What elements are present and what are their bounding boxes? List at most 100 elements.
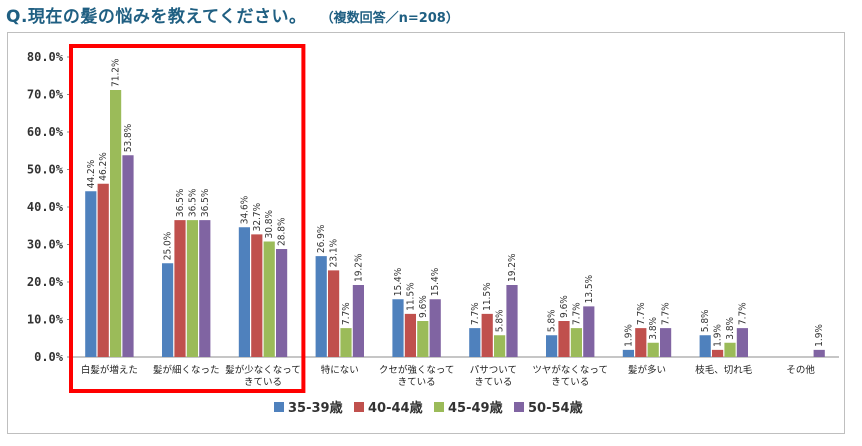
data-label: 36.5% bbox=[187, 188, 198, 217]
data-label: 5.8% bbox=[700, 309, 711, 332]
data-label: 7.7% bbox=[470, 302, 481, 325]
highlight-box bbox=[69, 44, 306, 393]
chart-title-row: Q.現在の髪の悩みを教えてください。 （複数回答／n=208） bbox=[6, 2, 459, 32]
category-label: きている bbox=[398, 377, 436, 388]
chart-subtitle: （複数回答／n=208） bbox=[320, 11, 459, 26]
data-label: 3.8% bbox=[725, 316, 736, 339]
data-label: 9.6% bbox=[418, 295, 429, 318]
data-label: 34.6% bbox=[239, 195, 250, 224]
bar-45-49歳-7 bbox=[647, 342, 659, 357]
data-label: 1.9% bbox=[623, 324, 634, 347]
y-tick-label: 20.0% bbox=[27, 275, 64, 289]
bar-50-54歳-7 bbox=[660, 328, 672, 357]
data-label: 11.5% bbox=[405, 282, 416, 311]
bar-50-54歳-2 bbox=[276, 249, 288, 357]
bar-40-44歳-4 bbox=[404, 313, 416, 357]
data-label: 53.8% bbox=[123, 123, 134, 152]
data-label: 7.7% bbox=[571, 302, 582, 325]
y-tick-label: 60.0% bbox=[27, 125, 64, 139]
data-label: 36.5% bbox=[200, 188, 211, 217]
data-label: 19.2% bbox=[353, 253, 364, 282]
bar-40-44歳-6 bbox=[558, 321, 570, 357]
bar-35-39歳-8 bbox=[699, 335, 711, 357]
data-label: 11.5% bbox=[482, 282, 493, 311]
bar-45-49歳-5 bbox=[494, 335, 506, 357]
bar-chart: 0.0% 10.0% 20.0% 30.0% 40.0% 50.0% 60.0% 70.0% 8… bbox=[27, 44, 839, 416]
chart-area: 0.0% 10.0% 20.0% 30.0% 40.0% 50.0% 60.0% 70.0% 8… bbox=[7, 32, 845, 434]
data-label: 19.2% bbox=[507, 253, 518, 282]
data-label: 15.4% bbox=[393, 267, 404, 296]
bar-50-54歳-8 bbox=[736, 328, 748, 357]
bar-50-54歳-3 bbox=[352, 285, 364, 357]
legend-swatch bbox=[274, 402, 284, 412]
category-label: クセが強くなって bbox=[379, 364, 455, 376]
bar-35-39歳-3 bbox=[315, 256, 327, 357]
bar-50-54歳-6 bbox=[583, 306, 595, 357]
data-label: 5.8% bbox=[495, 309, 506, 332]
legend-swatch bbox=[354, 402, 364, 412]
legend-label: 35-39歳 bbox=[288, 400, 343, 416]
data-label: 32.7% bbox=[252, 202, 263, 231]
category-label: 白髪が増えた bbox=[81, 364, 138, 376]
bar-45-49歳-3 bbox=[340, 328, 352, 357]
bar-45-49歳-6 bbox=[570, 328, 582, 357]
category-label: きている bbox=[474, 377, 512, 388]
y-tick-label: 10.0% bbox=[27, 313, 64, 327]
legend-label: 50-54歳 bbox=[528, 400, 583, 416]
data-label: 36.5% bbox=[175, 188, 186, 217]
y-tick-label: 80.0% bbox=[27, 50, 64, 64]
legend-label: 45-49歳 bbox=[448, 400, 503, 416]
bar-50-54歳-0 bbox=[122, 155, 134, 357]
bar-35-39歳-1 bbox=[162, 263, 174, 357]
y-tick-label: 40.0% bbox=[27, 200, 64, 214]
bar-35-39歳-0 bbox=[85, 191, 97, 357]
bar-35-39歳-5 bbox=[469, 328, 481, 357]
data-label: 23.1% bbox=[329, 238, 340, 267]
y-tick-label: 50.0% bbox=[27, 163, 64, 177]
bar-35-39歳-7 bbox=[622, 349, 634, 357]
bar-50-54歳-4 bbox=[429, 299, 441, 357]
category-label: 枝毛、切れ毛 bbox=[695, 364, 753, 376]
legend-swatch bbox=[434, 402, 444, 412]
bar-35-39歳-4 bbox=[392, 299, 404, 357]
bar-45-49歳-2 bbox=[263, 241, 275, 357]
legend-swatch bbox=[514, 402, 524, 412]
data-label: 28.8% bbox=[277, 217, 288, 246]
bar-35-39歳-6 bbox=[546, 335, 558, 357]
data-label: 3.8% bbox=[648, 316, 659, 339]
bar-40-44歳-1 bbox=[174, 220, 186, 357]
category-label: 髪が少なくなって bbox=[225, 364, 301, 376]
legend-label: 40-44歳 bbox=[368, 400, 423, 416]
data-label: 7.7% bbox=[661, 302, 672, 325]
bar-40-44歳-5 bbox=[481, 313, 493, 357]
data-label: 44.2% bbox=[86, 159, 97, 188]
bar-40-44歳-8 bbox=[712, 349, 724, 357]
data-label: 5.8% bbox=[547, 309, 558, 332]
data-label: 71.2% bbox=[111, 58, 122, 87]
data-label: 30.8% bbox=[264, 209, 275, 238]
data-label: 1.9% bbox=[713, 324, 724, 347]
y-tick-label: 30.0% bbox=[27, 238, 64, 252]
category-label: きている bbox=[551, 377, 589, 388]
data-label: 13.5% bbox=[584, 274, 595, 303]
category-label: 髪が多い bbox=[628, 364, 666, 376]
bar-35-39歳-2 bbox=[238, 227, 250, 357]
bar-50-54歳-9 bbox=[813, 349, 825, 357]
category-label: きている bbox=[244, 377, 282, 388]
category-label: その他 bbox=[786, 364, 815, 376]
data-label: 46.2% bbox=[98, 152, 109, 181]
bar-40-44歳-3 bbox=[328, 270, 340, 357]
bar-45-49歳-1 bbox=[186, 220, 198, 357]
data-label: 26.9% bbox=[316, 224, 327, 253]
category-label: パサついて bbox=[470, 365, 517, 376]
data-label: 7.7% bbox=[737, 302, 748, 325]
data-label: 25.0% bbox=[163, 231, 174, 260]
data-label: 7.7% bbox=[636, 302, 647, 325]
y-tick-label: 70.0% bbox=[27, 88, 64, 102]
bar-40-44歳-0 bbox=[97, 183, 109, 357]
bar-40-44歳-7 bbox=[635, 328, 647, 357]
data-label: 7.7% bbox=[341, 302, 352, 325]
data-label: 15.4% bbox=[430, 267, 441, 296]
bar-45-49歳-8 bbox=[724, 342, 736, 357]
bar-50-54歳-5 bbox=[506, 285, 518, 357]
